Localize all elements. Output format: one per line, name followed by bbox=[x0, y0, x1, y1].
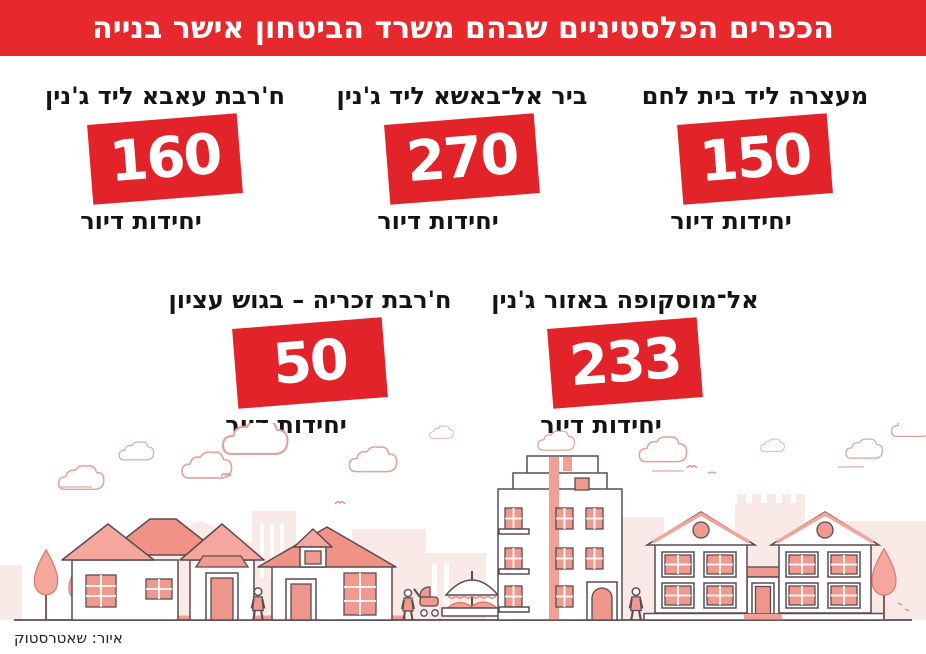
stat-badge: 160 bbox=[87, 113, 243, 205]
stat-name: ח'רבת עאבא ליד ג'נין bbox=[45, 82, 285, 110]
title-banner: הכפרים הפלסטיניים שבהם משרד הביטחון אישר… bbox=[0, 0, 926, 56]
illustration-credit: איור: שאטרסטוק bbox=[14, 629, 123, 647]
stat-value: 150 bbox=[697, 121, 813, 196]
stat-units: יחידות דיור bbox=[377, 206, 499, 235]
stat-badge: 50 bbox=[232, 317, 388, 409]
city-illustration bbox=[0, 423, 926, 622]
stat-name: מעצרה ליד בית לחם bbox=[641, 82, 869, 110]
bird-icon bbox=[220, 465, 717, 505]
leaf-marks bbox=[897, 602, 910, 612]
stat-units: יחידות דיור bbox=[80, 206, 202, 235]
stat-name: אל־מוסקופה באזור ג'נין bbox=[491, 286, 759, 314]
stat-name: ח'רבת זכריה – בגוש עציון bbox=[168, 286, 452, 314]
stat-badge: 233 bbox=[547, 317, 703, 409]
duplex-houses-icon bbox=[643, 511, 885, 621]
stroller-icon bbox=[401, 586, 439, 621]
stat-units: יחידות דיור bbox=[670, 206, 792, 235]
stat-card-khirbet-zakariya: ח'רבת זכריה – בגוש עציון 50 יחידות דיור bbox=[160, 286, 460, 439]
stat-name: ביר אל־באשא ליד ג'נין bbox=[336, 82, 588, 110]
stat-badge: 270 bbox=[384, 113, 540, 205]
stat-value: 50 bbox=[270, 326, 350, 398]
apartment-building-icon bbox=[497, 455, 623, 621]
stat-value: 233 bbox=[567, 325, 683, 400]
page-title: הכפרים הפלסטיניים שבהם משרד הביטחון אישר… bbox=[92, 10, 834, 46]
stat-card-bir-al-basha: ביר אל־באשא ליד ג'נין 270 יחידות דיור bbox=[312, 82, 612, 235]
house-icon bbox=[257, 526, 397, 621]
stat-value: 270 bbox=[404, 121, 520, 196]
clouds bbox=[57, 423, 926, 491]
house-icon bbox=[61, 518, 223, 621]
stat-card-al-muskufa: אל־מוסקופה באזור ג'נין 233 יחידות דיור bbox=[475, 286, 775, 439]
house-icon bbox=[179, 523, 265, 621]
stat-value: 160 bbox=[107, 121, 223, 196]
stat-badge: 150 bbox=[677, 113, 833, 205]
stat-card-bethlehem: מעצרה ליד בית לחם 150 יחידות דיור bbox=[605, 82, 905, 235]
stat-card-khirbet-aba: ח'רבת עאבא ליד ג'נין 160 יחידות דיור bbox=[15, 82, 315, 235]
